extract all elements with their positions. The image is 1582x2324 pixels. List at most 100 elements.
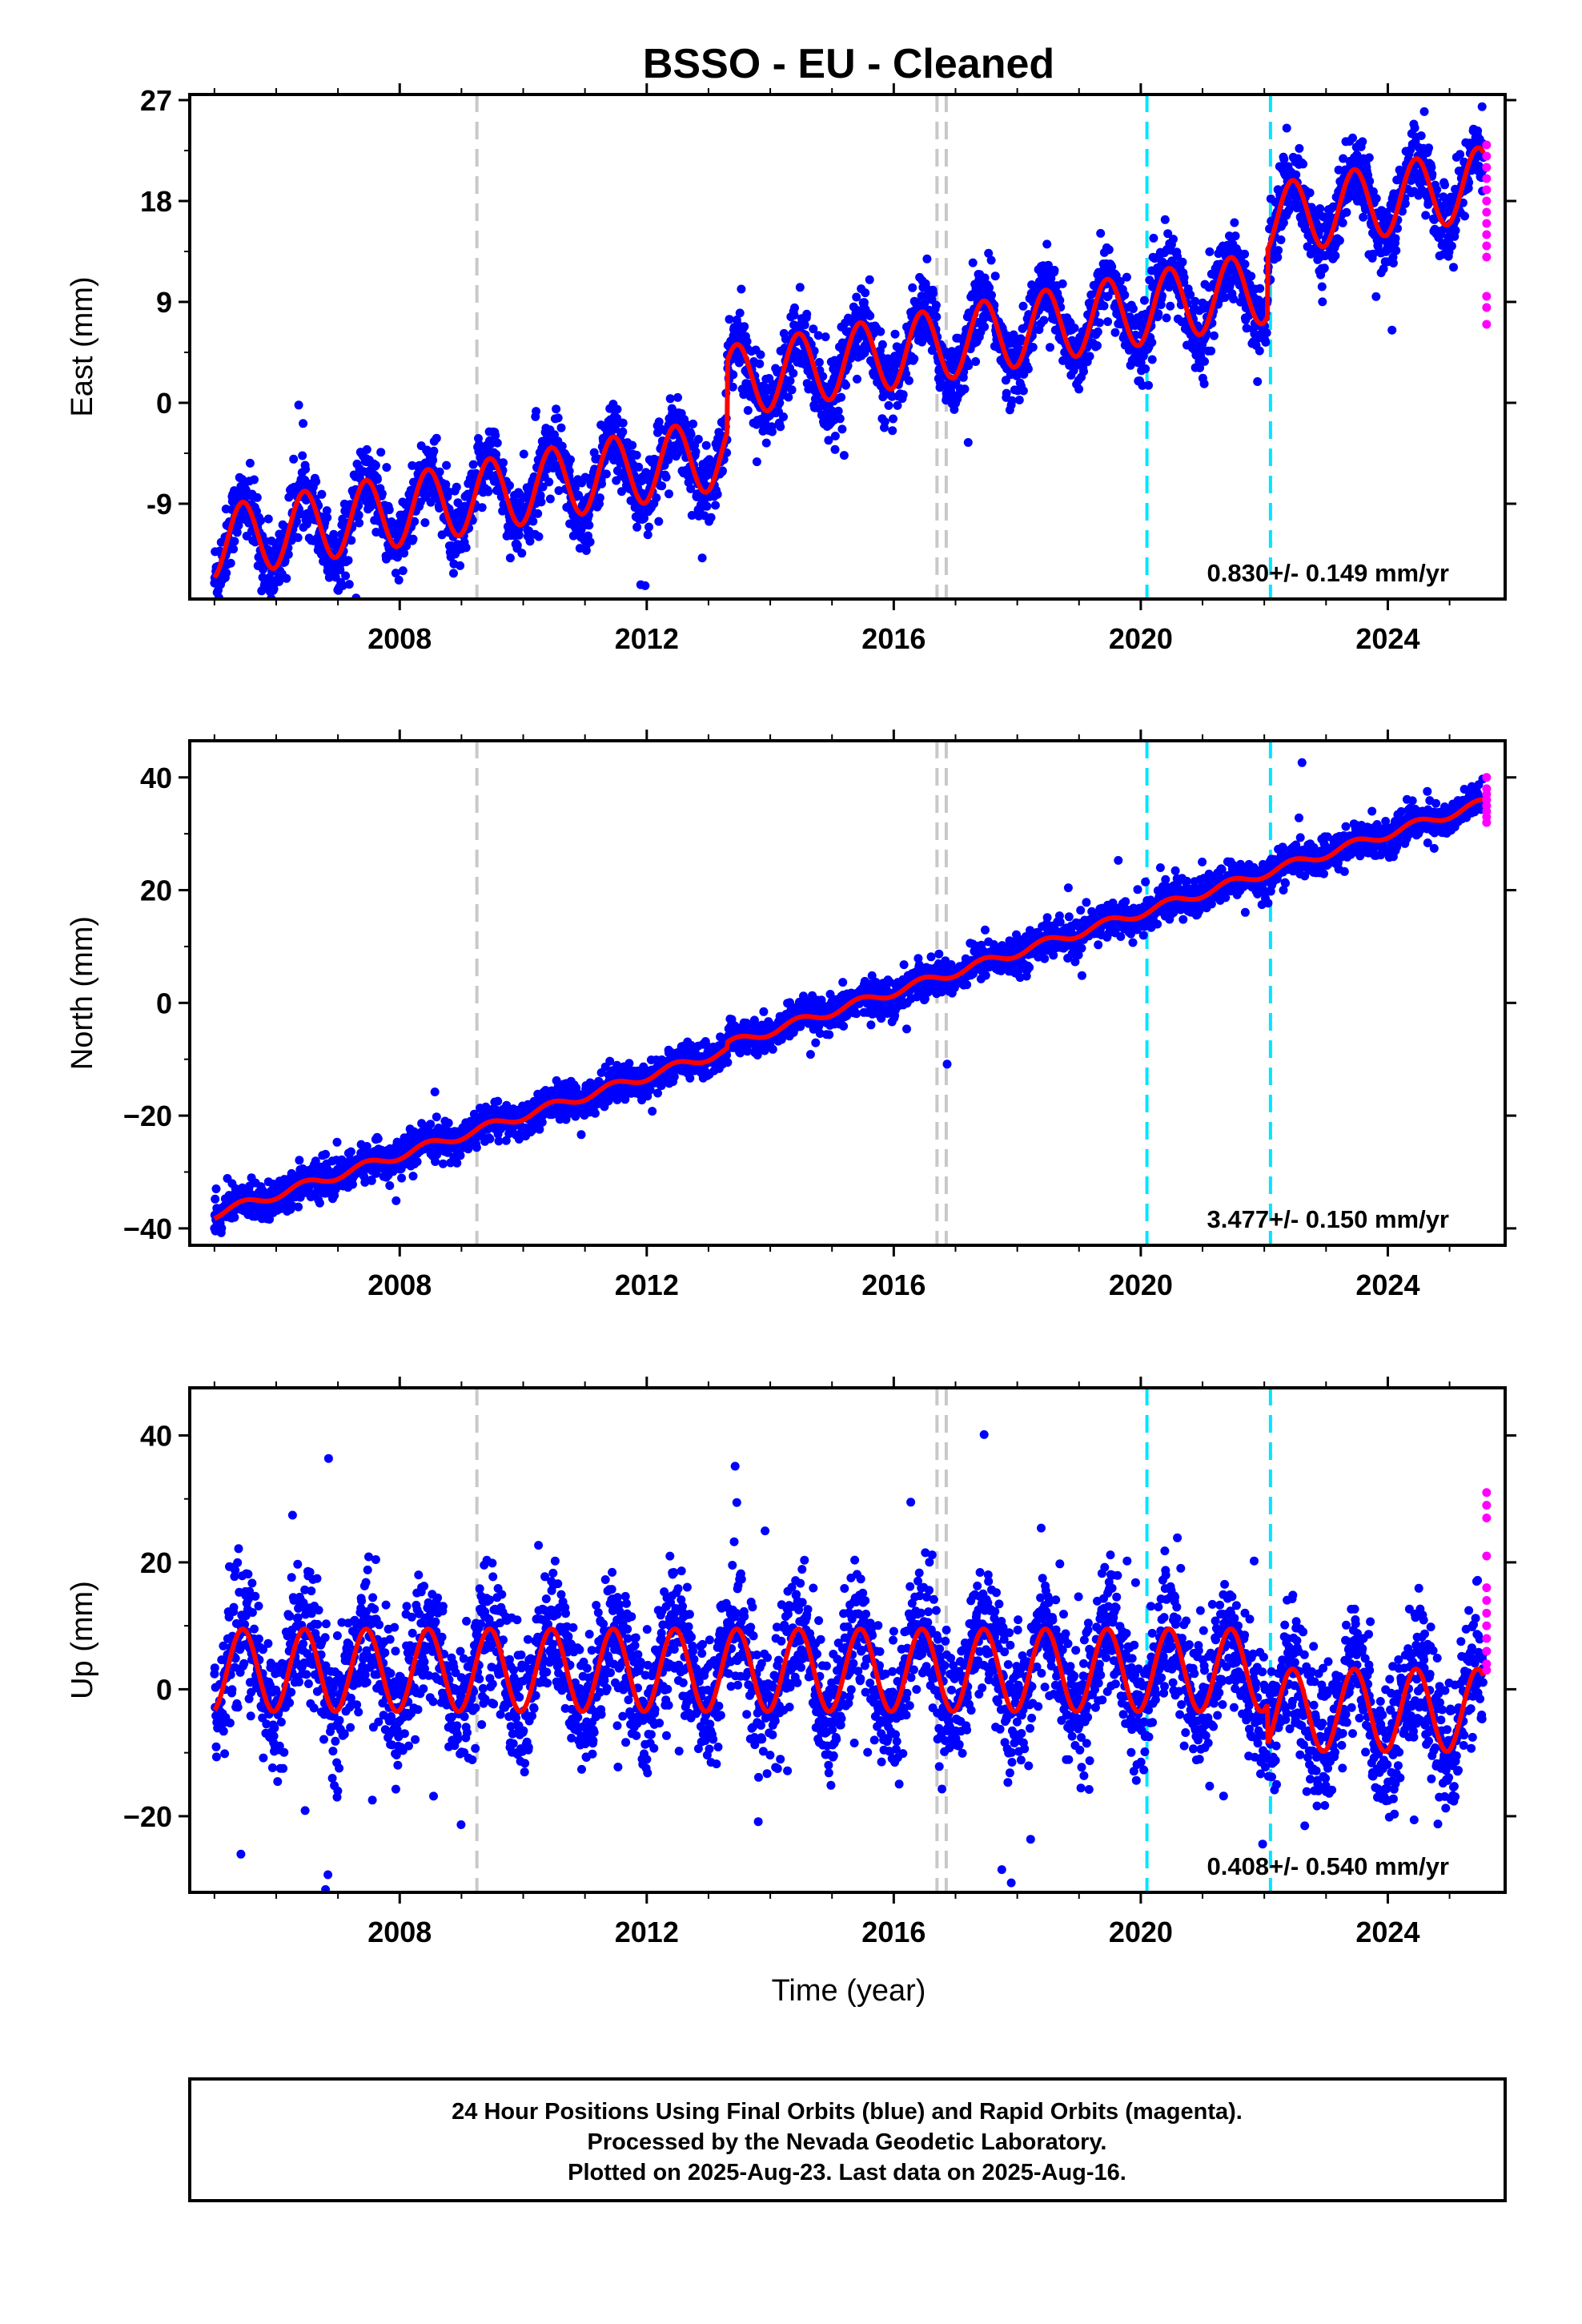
data-point (1416, 131, 1426, 140)
data-point (1103, 317, 1113, 327)
data-point (1028, 343, 1038, 352)
data-point (1460, 211, 1469, 221)
data-point (533, 509, 543, 518)
data-point (382, 463, 391, 472)
data-point (1086, 290, 1096, 300)
data-point (322, 506, 331, 516)
data-point (711, 501, 721, 510)
data-point (1163, 229, 1173, 239)
data-point (980, 273, 990, 283)
data-point (373, 475, 382, 485)
data-point (1255, 346, 1264, 356)
y-tick-label: 0 (156, 387, 172, 420)
data-point (420, 518, 430, 528)
data-point (477, 503, 487, 513)
data-point (1229, 294, 1239, 304)
data-point (373, 1134, 383, 1144)
data-point (1393, 223, 1402, 233)
data-point (293, 533, 303, 542)
data-point (452, 1158, 462, 1168)
data-point (1205, 247, 1215, 256)
data-point (756, 350, 765, 360)
data-point (362, 444, 371, 454)
data-point (1359, 212, 1368, 222)
data-point (1398, 207, 1407, 216)
y-tick-label: 27 (140, 84, 172, 117)
data-point (492, 438, 502, 448)
data-point (232, 528, 242, 537)
data-point (344, 580, 354, 589)
data-point (1046, 343, 1054, 352)
data-point (590, 1108, 600, 1118)
data-point (1315, 204, 1325, 213)
data-point (968, 258, 978, 267)
data-point (821, 332, 830, 342)
data-point (1240, 259, 1250, 269)
data-point (877, 340, 887, 349)
data-point (366, 502, 375, 512)
data-point (617, 487, 626, 497)
data-point (1358, 137, 1367, 147)
data-point (643, 530, 652, 540)
data-point (1419, 107, 1429, 116)
data-point (1070, 361, 1080, 371)
data-point (1364, 153, 1374, 163)
data-point (298, 451, 307, 460)
data-point (505, 553, 515, 563)
data-point (329, 613, 338, 622)
data-point (737, 284, 746, 294)
data-point (888, 426, 897, 436)
data-point (904, 376, 913, 385)
data-point (1178, 257, 1187, 267)
data-point (536, 491, 545, 501)
data-point (1144, 380, 1153, 390)
data-point (252, 493, 262, 502)
data-point (887, 392, 897, 401)
data-point (408, 534, 418, 544)
data-point (377, 489, 387, 498)
data-point (686, 429, 696, 439)
data-point (536, 497, 546, 507)
data-point (1410, 123, 1419, 133)
data-point (1255, 283, 1265, 293)
data-point (346, 1147, 355, 1156)
data-point (735, 308, 745, 318)
data-point (311, 476, 321, 486)
data-point (618, 427, 628, 436)
data-point (628, 440, 637, 450)
x-tick-label: 2012 (615, 622, 679, 655)
data-point (654, 417, 664, 427)
data-point (410, 517, 420, 526)
data-point (597, 479, 606, 489)
data-point (1305, 188, 1315, 198)
data-point (1169, 235, 1178, 244)
data-point (332, 1137, 342, 1147)
data-point (1276, 235, 1286, 244)
data-point (1331, 251, 1340, 260)
data-point (1058, 279, 1067, 288)
rapid-orbit-point (1482, 320, 1492, 329)
data-point (990, 271, 1000, 281)
data-point (1110, 328, 1120, 337)
data-point (702, 501, 712, 511)
data-point (657, 481, 667, 491)
data-point (1391, 246, 1401, 255)
data-point (557, 441, 567, 451)
data-point (601, 469, 611, 479)
data-point (1424, 143, 1433, 153)
data-point (1093, 327, 1102, 336)
data-point (853, 374, 861, 384)
data-point (691, 447, 701, 456)
data-point (1273, 252, 1283, 262)
data-point (718, 466, 727, 476)
data-point (1173, 251, 1182, 261)
data-point (408, 1172, 418, 1181)
data-point (493, 1096, 503, 1106)
data-point (752, 457, 761, 467)
data-point (713, 489, 722, 499)
rapid-orbit-point (1482, 151, 1492, 161)
data-point (519, 449, 528, 459)
data-point (1104, 245, 1114, 255)
